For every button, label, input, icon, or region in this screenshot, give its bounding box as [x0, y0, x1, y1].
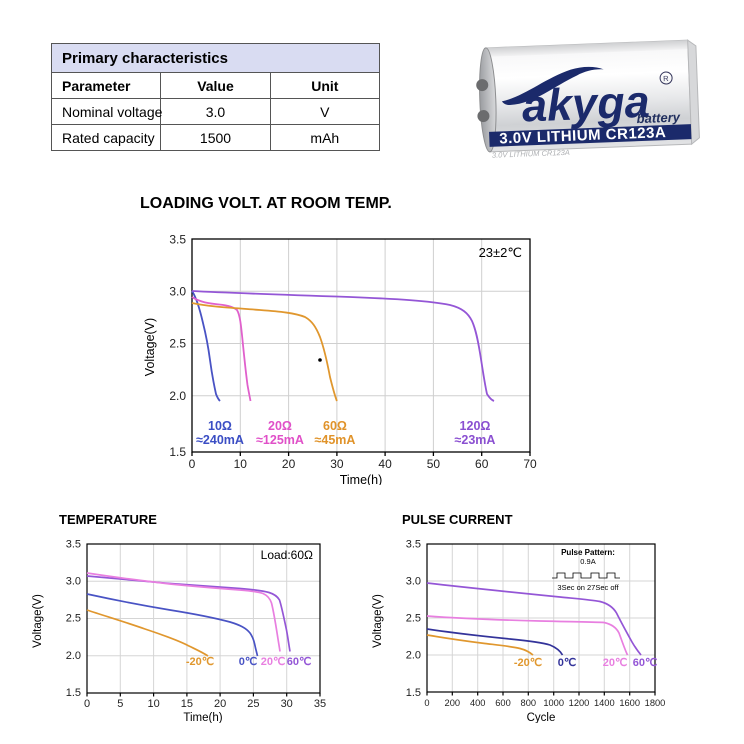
- svg-text:0: 0: [189, 457, 196, 471]
- svg-text:0℃: 0℃: [239, 656, 257, 668]
- svg-text:battery: battery: [636, 109, 681, 126]
- svg-text:20: 20: [214, 698, 226, 710]
- svg-text:120Ω: 120Ω: [460, 419, 491, 433]
- svg-text:Voltage(V): Voltage(V): [372, 594, 384, 648]
- svg-text:60: 60: [475, 457, 489, 471]
- svg-text:Cycle: Cycle: [527, 712, 556, 723]
- svg-text:400: 400: [470, 698, 486, 708]
- svg-text:23±2℃: 23±2℃: [479, 245, 522, 260]
- svg-text:2.5: 2.5: [66, 613, 81, 625]
- svg-text:10: 10: [147, 698, 159, 710]
- svg-text:60Ω: 60Ω: [323, 419, 347, 433]
- svg-text:2.5: 2.5: [169, 337, 186, 351]
- svg-text:Voltage(V): Voltage(V): [143, 318, 157, 376]
- svg-text:Pulse Pattern:: Pulse Pattern:: [561, 548, 615, 557]
- svg-text:15: 15: [181, 698, 193, 710]
- svg-text:1.5: 1.5: [169, 445, 186, 459]
- svg-text:3.5: 3.5: [169, 235, 186, 247]
- svg-text:≈23mA: ≈23mA: [455, 433, 496, 447]
- svg-text:3.0: 3.0: [169, 285, 186, 299]
- svg-text:10Ω: 10Ω: [208, 419, 232, 433]
- svg-text:3.0: 3.0: [66, 576, 81, 588]
- svg-text:800: 800: [521, 698, 537, 708]
- svg-text:≈125mA: ≈125mA: [256, 433, 304, 447]
- svg-text:2.5: 2.5: [406, 613, 421, 625]
- svg-text:≈45mA: ≈45mA: [315, 433, 356, 447]
- svg-text:-20℃: -20℃: [514, 657, 542, 669]
- svg-text:25: 25: [247, 698, 259, 710]
- svg-text:Time(h): Time(h): [183, 712, 222, 723]
- svg-text:0: 0: [424, 698, 429, 708]
- svg-text:60℃: 60℃: [287, 656, 312, 668]
- svg-text:70: 70: [523, 457, 537, 471]
- svg-text:1000: 1000: [543, 698, 564, 708]
- svg-text:≈240mA: ≈240mA: [196, 433, 244, 447]
- svg-text:0℃: 0℃: [558, 657, 576, 669]
- svg-text:R: R: [663, 74, 669, 83]
- svg-text:akyga: akyga: [521, 76, 650, 132]
- svg-text:1.5: 1.5: [66, 687, 81, 699]
- svg-text:3.5: 3.5: [406, 539, 421, 551]
- svg-text:3.0V LITHIUM CR123A: 3.0V LITHIUM CR123A: [492, 148, 570, 160]
- svg-text:1400: 1400: [594, 698, 615, 708]
- svg-text:40: 40: [378, 457, 392, 471]
- svg-text:2.0: 2.0: [406, 650, 421, 662]
- svg-text:600: 600: [495, 698, 511, 708]
- svg-text:10: 10: [234, 457, 248, 471]
- svg-text:3.5: 3.5: [66, 539, 81, 551]
- svg-text:20: 20: [282, 457, 296, 471]
- svg-text:60℃: 60℃: [633, 657, 658, 669]
- svg-text:200: 200: [445, 698, 461, 708]
- svg-text:35: 35: [314, 698, 326, 710]
- svg-text:0: 0: [84, 698, 90, 710]
- svg-text:2.0: 2.0: [169, 389, 186, 403]
- svg-text:3Sec on 27Sec off: 3Sec on 27Sec off: [557, 583, 619, 592]
- svg-text:30: 30: [330, 457, 344, 471]
- svg-text:20Ω: 20Ω: [268, 419, 292, 433]
- svg-text:20℃: 20℃: [261, 656, 286, 668]
- svg-text:1600: 1600: [619, 698, 640, 708]
- svg-text:1200: 1200: [569, 698, 590, 708]
- svg-text:-20℃: -20℃: [186, 656, 214, 668]
- svg-text:1800: 1800: [645, 698, 666, 708]
- svg-text:Voltage(V): Voltage(V): [32, 594, 44, 648]
- svg-text:50: 50: [427, 457, 441, 471]
- svg-text:30: 30: [281, 698, 293, 710]
- svg-text:20℃: 20℃: [603, 657, 628, 669]
- svg-text:5: 5: [117, 698, 123, 710]
- svg-text:Time(h): Time(h): [340, 473, 383, 485]
- svg-text:Load:60Ω: Load:60Ω: [261, 548, 313, 562]
- svg-text:0.9A: 0.9A: [580, 557, 595, 566]
- svg-text:1.5: 1.5: [406, 687, 421, 699]
- svg-text:3.0: 3.0: [406, 576, 421, 588]
- svg-text:2.0: 2.0: [66, 650, 81, 662]
